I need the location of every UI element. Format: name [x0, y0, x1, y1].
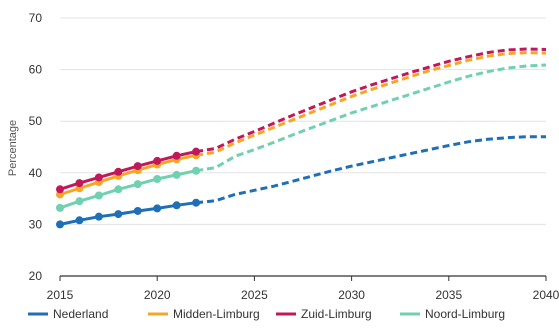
- legend: Nederland Midden-Limburg Zuid-Limburg Noord…: [28, 307, 505, 321]
- forecast-line: [195, 51, 547, 157]
- series-nederland: [56, 135, 546, 229]
- y-tick-label: 40: [29, 166, 43, 180]
- data-point: [56, 203, 64, 212]
- data-point: [153, 174, 162, 183]
- legend-label: Noord-Limburg: [425, 307, 505, 321]
- data-point: [153, 156, 162, 165]
- data-point: [133, 206, 142, 215]
- data-point: [172, 201, 181, 210]
- grid-lines: [60, 17, 546, 277]
- data-point: [153, 204, 162, 213]
- series-midden-limburg: [56, 51, 547, 199]
- y-axis-label: Percentage: [7, 120, 19, 176]
- data-point: [133, 162, 142, 171]
- data-point: [192, 166, 201, 175]
- y-tick-label: 70: [29, 11, 43, 25]
- forecast-line: [195, 47, 547, 154]
- y-tick-label: 30: [29, 217, 43, 231]
- x-tick-label: 2025: [241, 288, 268, 302]
- series-noord-limburg: [56, 63, 547, 212]
- data-point: [75, 216, 84, 225]
- y-axis-ticks: 20 30 40 50 60 70: [29, 11, 43, 283]
- data-point: [94, 191, 103, 200]
- data-point: [56, 185, 64, 194]
- data-point: [114, 167, 123, 176]
- y-tick-label: 50: [29, 114, 43, 128]
- data-point: [94, 212, 103, 221]
- data-point: [133, 180, 142, 189]
- forecast-line: [195, 63, 547, 173]
- y-tick-label: 20: [29, 269, 43, 283]
- legend-item: Nederland: [28, 307, 108, 321]
- data-point: [56, 220, 64, 229]
- x-tick-label: 2035: [435, 288, 462, 302]
- legend-item: Zuid-Limburg: [276, 307, 372, 321]
- legend-label: Nederland: [53, 307, 108, 321]
- data-point: [94, 173, 103, 182]
- data-point: [172, 151, 181, 160]
- data-point: [192, 147, 201, 156]
- series-zuid-limburg: [56, 47, 547, 194]
- x-axis-ticks: 2015 2020 2025 2030 2035 2040: [47, 276, 559, 302]
- x-tick-label: 2015: [47, 288, 74, 302]
- x-tick-label: 2040: [533, 288, 559, 302]
- y-tick-label: 60: [29, 63, 43, 77]
- legend-label: Zuid-Limburg: [301, 307, 372, 321]
- x-tick-label: 2020: [144, 288, 171, 302]
- series-group: [56, 47, 547, 229]
- legend-label: Midden-Limburg: [173, 307, 260, 321]
- data-point: [114, 185, 123, 194]
- data-point: [192, 198, 201, 207]
- legend-item: Noord-Limburg: [400, 307, 505, 321]
- legend-item: Midden-Limburg: [148, 307, 260, 321]
- data-point: [75, 197, 84, 206]
- data-point: [172, 170, 181, 179]
- data-point: [114, 210, 123, 219]
- data-point: [75, 179, 84, 188]
- x-tick-label: 2030: [338, 288, 365, 302]
- forecast-line: [195, 135, 546, 205]
